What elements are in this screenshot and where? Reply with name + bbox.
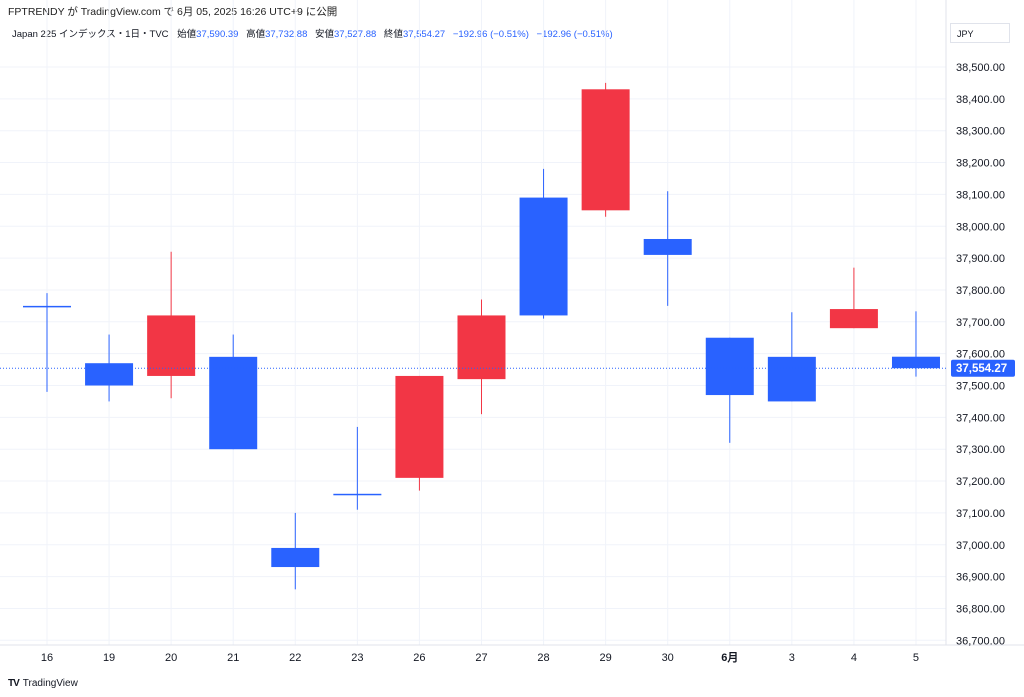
open-value: 37,590.39 (196, 29, 239, 40)
y-tick-label: 36,700.00 (956, 635, 1005, 647)
x-tick-label: 16 (41, 652, 53, 664)
x-tick-label: 29 (600, 652, 612, 664)
candle-body (829, 309, 878, 329)
y-tick-label: 37,500.00 (956, 381, 1005, 393)
change-value-2: −192.96 (−0.51%) (536, 29, 613, 40)
high-value: 37,732.88 (265, 29, 308, 40)
y-tick-label: 37,100.00 (956, 508, 1005, 520)
y-tick-label: 36,800.00 (956, 603, 1005, 615)
y-tick-label: 37,400.00 (956, 412, 1005, 424)
last-price-tag: 37,554.27 (951, 359, 1015, 377)
candle-body (147, 315, 196, 376)
candles (23, 82, 940, 590)
candle-body (333, 493, 382, 496)
candle-body (519, 197, 568, 316)
symbol-name[interactable]: Japan 225 インデックス・1日・TVC (12, 29, 169, 40)
publish-header: FPTRENDY が TradingView.com で 6月 05, 2025… (8, 6, 338, 18)
x-tick-label: 28 (537, 652, 549, 664)
close-value: 37,554.27 (402, 29, 446, 40)
x-tick-label: 19 (103, 652, 115, 664)
candle-body (271, 547, 320, 568)
x-tick-label: 21 (227, 652, 239, 664)
change-value: −192.96 (−0.51%) (452, 29, 529, 40)
candle-body (209, 356, 258, 450)
candle-body (643, 238, 692, 255)
y-tick-label: 37,700.00 (956, 317, 1005, 329)
tradingview-brand: TradingView (22, 678, 78, 689)
y-tick-label: 38,300.00 (956, 126, 1005, 138)
time-axis: 16 19 20 21 22 23 26 27 28 29 30 6月 3 4 5 (41, 651, 919, 664)
x-tick-label: 20 (165, 652, 177, 664)
last-price-tag-bg (951, 359, 1015, 377)
y-tick-label: 37,600.00 (956, 349, 1005, 361)
y-tick-label: 37,300.00 (956, 444, 1005, 456)
x-tick-label: 3 (789, 652, 795, 664)
x-tick-label: 26 (413, 652, 425, 664)
candle-body (891, 356, 940, 369)
footer-brand[interactable]: TV TradingView (8, 678, 78, 689)
x-tick-label: 6月 (721, 651, 738, 664)
currency-button[interactable]: JPY (950, 23, 1010, 43)
y-tick-label: 38,200.00 (956, 158, 1005, 170)
y-tick-label: 37,800.00 (956, 285, 1005, 297)
tradingview-logo-icon: TV (8, 678, 20, 689)
y-tick-label: 38,400.00 (956, 94, 1005, 106)
candle-body (23, 305, 71, 308)
x-tick-label: 5 (913, 652, 919, 664)
candle-body (85, 363, 134, 386)
open-label: 始値 (177, 29, 197, 40)
y-tick-label: 37,000.00 (956, 540, 1005, 552)
candle-body (395, 375, 444, 478)
y-tick-label: 37,200.00 (956, 476, 1005, 488)
x-tick-label: 23 (351, 652, 363, 664)
y-tick-label: 38,100.00 (956, 189, 1005, 201)
y-tick-label: 37,900.00 (956, 253, 1005, 265)
close-label: 終値 (383, 29, 403, 40)
low-label: 安値 (315, 29, 335, 40)
high-label: 高値 (246, 29, 266, 40)
x-tick-label: 27 (475, 652, 487, 664)
candle-body (457, 315, 506, 380)
candle-body (705, 337, 754, 396)
x-tick-label: 22 (289, 652, 301, 664)
ohlc-legend: Japan 225 インデックス・1日・TVC 始値37,590.39 高値37… (12, 26, 618, 40)
candle-body (767, 356, 816, 402)
y-tick-label: 38,500.00 (956, 62, 1005, 74)
low-value: 37,527.88 (334, 29, 377, 40)
price-axis: 38,500.00 38,400.00 38,300.00 38,200.00 38,1… (956, 62, 1005, 647)
y-tick-label: 38,000.00 (956, 221, 1005, 233)
chart-grid (0, 0, 946, 645)
x-tick-label: 30 (662, 652, 674, 664)
y-tick-label: 36,900.00 (956, 572, 1005, 584)
x-tick-label: 4 (851, 652, 857, 664)
candle-body (581, 89, 630, 211)
last-price-tag-text: 37,554.27 (956, 363, 1007, 375)
